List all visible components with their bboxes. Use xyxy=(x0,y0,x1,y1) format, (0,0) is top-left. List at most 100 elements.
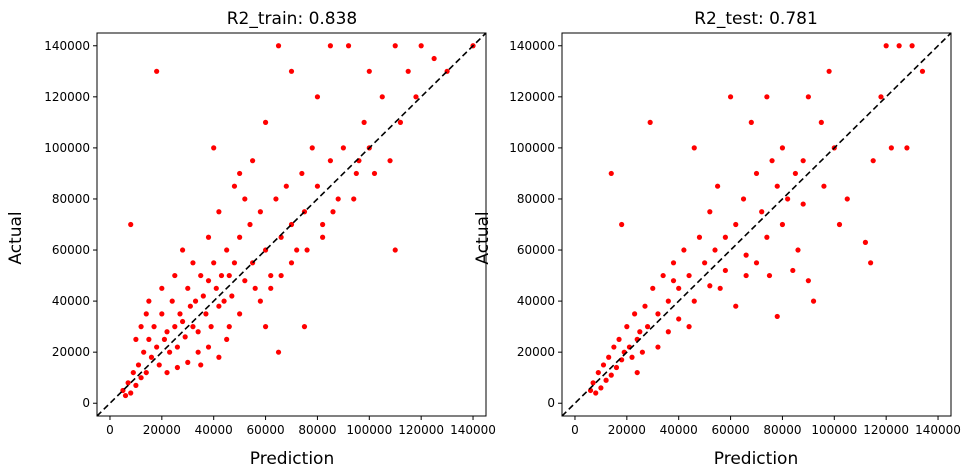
test-data-point xyxy=(785,196,791,202)
test-data-point xyxy=(818,119,824,125)
test-y-tick-label: 140000 xyxy=(509,39,555,53)
train-data-point xyxy=(133,336,139,342)
train-data-point xyxy=(340,145,346,151)
test-x-tick-label: 40000 xyxy=(660,423,698,437)
train-data-point xyxy=(262,324,269,330)
train-data-point xyxy=(250,158,256,164)
test-data-point xyxy=(743,272,749,279)
train-data-point xyxy=(273,196,279,202)
test-data-point xyxy=(634,369,640,376)
train-data-point xyxy=(226,324,232,330)
train-data-point xyxy=(135,362,142,368)
test-x-tick-label: 140000 xyxy=(915,423,961,437)
train-data-point xyxy=(200,293,206,299)
train-data-point xyxy=(128,221,134,228)
train-y-tick-label: 60000 xyxy=(52,243,90,257)
train-data-point xyxy=(216,354,222,360)
train-data-point xyxy=(247,221,253,228)
train-data-point xyxy=(314,94,321,100)
test-data-point xyxy=(616,336,622,342)
train-data-point xyxy=(141,349,147,355)
train-data-point xyxy=(231,260,238,266)
train-data-point xyxy=(309,145,315,151)
train-data-point xyxy=(154,68,160,74)
train-data-point xyxy=(345,43,352,49)
test-data-point xyxy=(644,324,651,330)
train-data-point xyxy=(237,170,243,177)
test-y-axis-label: Actual xyxy=(473,211,493,264)
test-plot-area xyxy=(562,33,951,416)
test-data-point xyxy=(686,324,692,330)
test-data-point xyxy=(593,390,599,396)
test-scatter-panel: R2_test: 0.781 Prediction Actual 0 20000 4… xyxy=(473,9,961,469)
test-data-point xyxy=(779,145,786,151)
test-data-point xyxy=(722,267,728,274)
test-data-point xyxy=(647,119,653,125)
train-data-point xyxy=(198,272,204,279)
test-data-point xyxy=(878,94,884,100)
test-data-point xyxy=(642,303,648,309)
train-data-point xyxy=(231,183,238,189)
train-data-point xyxy=(371,170,378,177)
train-data-point xyxy=(146,336,152,342)
test-x-tick-label: 80000 xyxy=(763,423,801,437)
train-data-point xyxy=(351,196,357,202)
train-data-point xyxy=(237,234,243,240)
train-data-point xyxy=(242,196,248,202)
train-data-point xyxy=(431,55,437,62)
test-data-point xyxy=(676,285,682,291)
train-data-point xyxy=(413,94,419,100)
test-data-point xyxy=(800,158,806,164)
train-data-point xyxy=(159,285,165,291)
train-x-tick-label: 100000 xyxy=(346,423,392,437)
test-data-point xyxy=(665,298,671,304)
train-y-tick-label: 40000 xyxy=(52,294,90,308)
train-data-point xyxy=(192,298,199,304)
test-data-point xyxy=(868,260,874,266)
train-data-point xyxy=(224,336,230,342)
test-data-point xyxy=(748,119,754,125)
train-data-point xyxy=(216,303,222,309)
test-data-point xyxy=(774,183,780,189)
test-data-point xyxy=(733,221,739,228)
test-data-point xyxy=(660,272,666,279)
test-y-tick-label: 40000 xyxy=(517,294,555,308)
train-data-point xyxy=(268,285,274,291)
test-data-point xyxy=(774,313,780,320)
test-data-point xyxy=(611,344,617,350)
train-data-point xyxy=(242,278,248,284)
test-data-point xyxy=(805,278,811,284)
test-data-point xyxy=(613,364,620,371)
test-x-axis-label: Prediction xyxy=(714,449,798,469)
train-data-point xyxy=(167,349,173,355)
train-data-point xyxy=(154,344,160,350)
train-data-point xyxy=(213,285,219,291)
train-data-point xyxy=(288,68,295,74)
train-data-point xyxy=(151,324,157,330)
train-plot-area xyxy=(97,33,486,416)
train-data-point xyxy=(252,285,258,291)
test-data-point xyxy=(904,145,910,151)
train-data-point xyxy=(208,324,214,330)
test-y-tick-label: 60000 xyxy=(517,243,555,257)
train-data-point xyxy=(161,336,168,342)
train-y-tick-label: 80000 xyxy=(52,192,90,206)
test-data-point xyxy=(650,285,656,291)
test-data-point xyxy=(702,260,708,266)
test-data-point xyxy=(624,324,630,330)
train-y-tick-label: 0 xyxy=(82,396,90,410)
train-data-point xyxy=(218,272,225,279)
train-data-point xyxy=(203,311,209,317)
train-data-point xyxy=(205,234,212,240)
train-data-point xyxy=(179,247,186,253)
test-x-tick-label: 100000 xyxy=(811,423,857,437)
train-data-point xyxy=(128,390,134,396)
train-data-point xyxy=(156,362,162,368)
test-data-point xyxy=(600,362,607,368)
train-data-point xyxy=(294,247,300,253)
train-data-point xyxy=(418,43,424,49)
train-data-point xyxy=(257,298,263,304)
test-data-point xyxy=(691,145,697,151)
train-data-point xyxy=(392,43,398,49)
test-data-point xyxy=(766,272,773,279)
